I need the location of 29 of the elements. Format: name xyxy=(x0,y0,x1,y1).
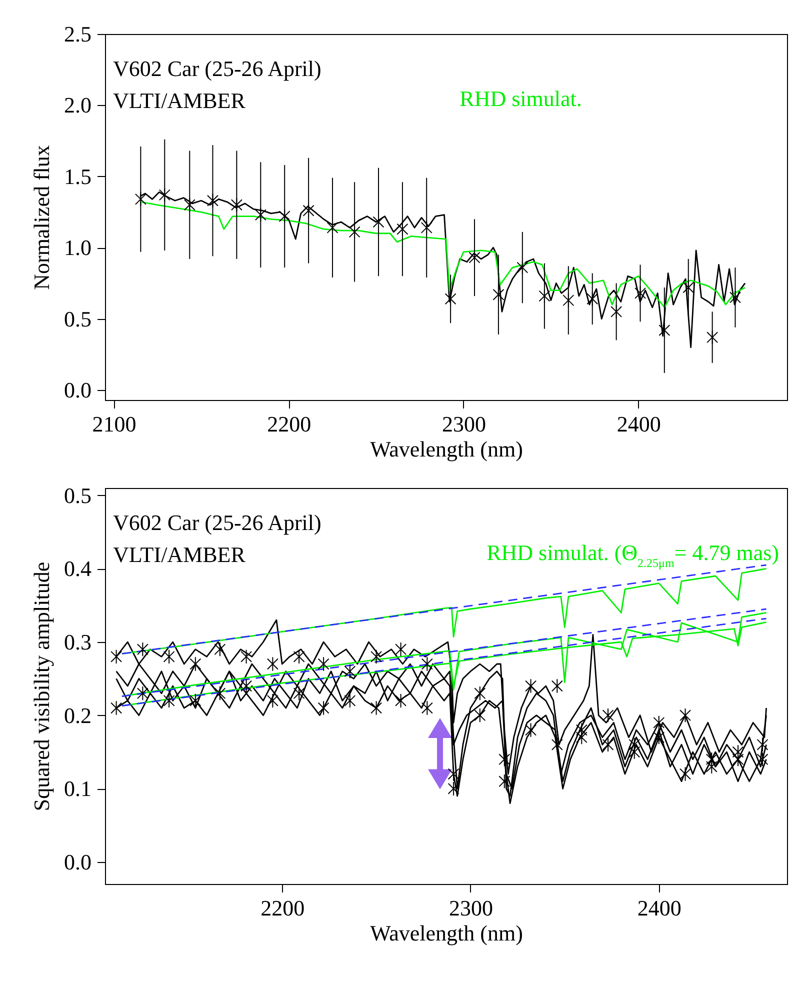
x-tick-label: 2200 xyxy=(267,412,312,436)
y-tick-label: 0.2 xyxy=(64,702,92,728)
y-tick-label: 0.4 xyxy=(64,556,92,582)
y-tick-label: 2.0 xyxy=(64,92,92,118)
x-tick-label: 2400 xyxy=(616,412,661,436)
y-axis-title: Squared visibility amplitude xyxy=(29,562,54,812)
text: RHD simulat. xyxy=(460,86,582,111)
y-tick-label: 0.0 xyxy=(64,850,92,874)
y-axis-title: Normalized flux xyxy=(29,145,54,290)
x-tick-label: 2100 xyxy=(92,412,136,436)
x-tick-label: 2300 xyxy=(442,412,486,436)
x-axis-title: Wavelength (nm) xyxy=(370,920,523,946)
y-tick-label: 1.0 xyxy=(64,235,92,260)
y-tick-label: 0.5 xyxy=(64,306,92,332)
series-label: RHD simulat. (Θ$_{2.25μm}$= 4.79 mas) xyxy=(486,540,779,570)
x-tick-label: 2300 xyxy=(448,896,493,920)
y-tick-label: 0.0 xyxy=(64,378,92,403)
annotation: VLTI/AMBER xyxy=(113,542,246,567)
x-tick-label: 2400 xyxy=(637,896,682,920)
y-tick-label: 0.5 xyxy=(64,482,92,508)
x-axis-title: Wavelength (nm) xyxy=(370,436,523,462)
y-tick-label: 0.1 xyxy=(64,776,92,802)
annotation: VLTI/AMBER xyxy=(113,88,246,113)
annotation: V602 Car (25-26 April) xyxy=(113,510,322,535)
y-tick-label: 0.3 xyxy=(64,630,92,654)
x-tick-label: 2200 xyxy=(260,896,305,920)
y-tick-label: 1.5 xyxy=(64,164,92,189)
y-tick-label: 2.5 xyxy=(64,22,92,46)
annotation: V602 Car (25-26 April) xyxy=(113,56,322,81)
